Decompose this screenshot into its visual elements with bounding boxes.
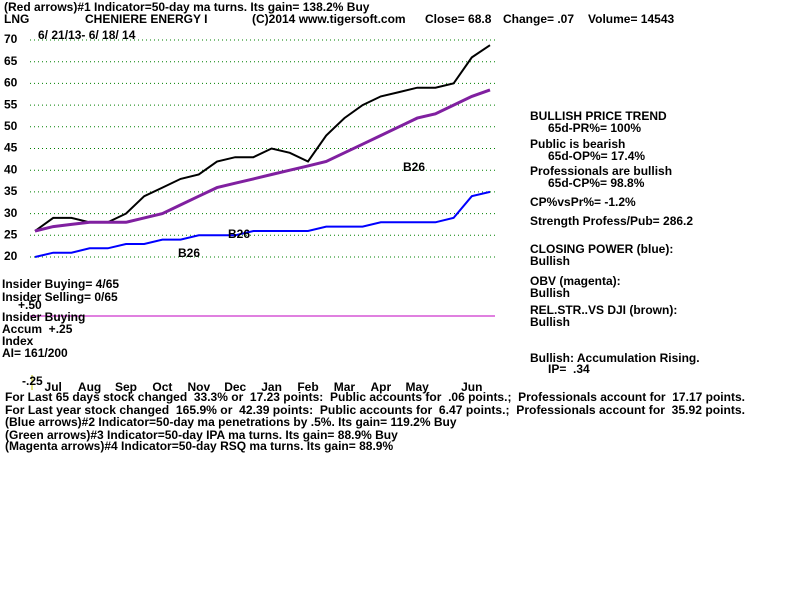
x-tick-label: Jul [45, 380, 62, 394]
annotation: AI= 161/200 [2, 346, 68, 360]
annotation: Insider Selling= 0/65 [2, 290, 118, 304]
annotation: +.50 [18, 298, 42, 312]
y-tick-label: 40 [4, 162, 18, 176]
annotation: 65d-OP%= 17.4% [548, 149, 645, 163]
annotation: 65d-PR%= 100% [548, 121, 641, 135]
annotation: (Magenta arrows)#4 Indicator=50-day RSQ … [5, 439, 393, 453]
y-tick-label: 20 [4, 249, 18, 263]
x-tick-label: Mar [334, 380, 356, 394]
annotation: Bullish [530, 254, 570, 268]
annotation: Insider Buying [2, 310, 85, 324]
annotation: Strength Profess/Pub= 286.2 [530, 214, 693, 228]
annotation: Public is bearish [530, 137, 625, 151]
annotation: BULLISH PRICE TREND [530, 109, 667, 123]
header-item: LNG [4, 12, 29, 26]
annotation: (Green arrows)#3 Indicator=50-day IPA ma… [5, 428, 398, 442]
x-tick-label: Feb [297, 380, 318, 394]
annotation: IP= .34 [548, 362, 590, 376]
series-line [34, 88, 491, 233]
annotation: Bullish [530, 315, 570, 329]
annotation: CLOSING POWER (blue): [530, 242, 673, 256]
header-item: Volume= 14543 [588, 12, 674, 26]
y-tick-label: 70 [4, 32, 18, 46]
annotation: For Last year stock changed 165.9% or 42… [5, 403, 745, 417]
y-tick-label: 60 [4, 76, 18, 90]
x-tick-label: May [406, 380, 430, 394]
annotation: B26 [228, 227, 250, 241]
y-tick-label: 65 [4, 54, 18, 68]
x-tick-label: Apr [370, 380, 391, 394]
series-line [34, 190, 491, 258]
annotation: 65d-CP%= 98.8% [548, 176, 645, 190]
x-tick-label: Jun [461, 380, 482, 394]
y-tick-label: 25 [4, 227, 18, 241]
annotation: Professionals are bullish [530, 164, 672, 178]
x-tick-label: Jan [261, 380, 282, 394]
annotation: (Blue arrows)#2 Indicator=50-day ma pene… [5, 415, 457, 429]
header-item: (C)2014 www.tigersoft.com [252, 12, 406, 26]
annotation: B26 [403, 160, 425, 174]
header-item: Change= .07 [503, 12, 574, 26]
x-tick-label: Nov [187, 380, 210, 394]
x-tick-label: Aug [78, 380, 101, 394]
y-tick-label: 45 [4, 141, 18, 155]
annotation: REL.STR..VS DJI (brown): [530, 303, 677, 317]
annotation: Accum +.25 [2, 322, 73, 336]
header-item: CHENIERE ENERGY I [85, 12, 207, 26]
x-tick-label: Dec [224, 380, 246, 394]
annotation: CP%vsPr%= -1.2% [530, 195, 636, 209]
x-tick-label: Sep [115, 380, 137, 394]
annotation: B26 [178, 246, 200, 260]
annotation: OBV (magenta): [530, 274, 621, 288]
y-tick-label: 35 [4, 184, 18, 198]
chart-title: (Red arrows)#1 Indicator=50-day ma turns… [4, 0, 370, 14]
header-item: Close= 68.8 [425, 12, 492, 26]
y-tick-label: 50 [4, 119, 18, 133]
y-tick-label: 30 [4, 206, 18, 220]
annotation: -.25 [22, 374, 43, 388]
x-tick-label: Oct [152, 380, 172, 394]
y-tick-label: 55 [4, 97, 18, 111]
annotation: Index [2, 334, 34, 348]
annotation: Bullish [530, 286, 570, 300]
annotation: 6/ 21/13- 6/ 18/ 14 [38, 28, 136, 42]
annotation: Insider Buying= 4/65 [2, 277, 119, 291]
annotation: Bullish: Accumulation Rising. [530, 351, 700, 365]
annotation: For Last 65 days stock changed 33.3% or … [5, 390, 745, 404]
